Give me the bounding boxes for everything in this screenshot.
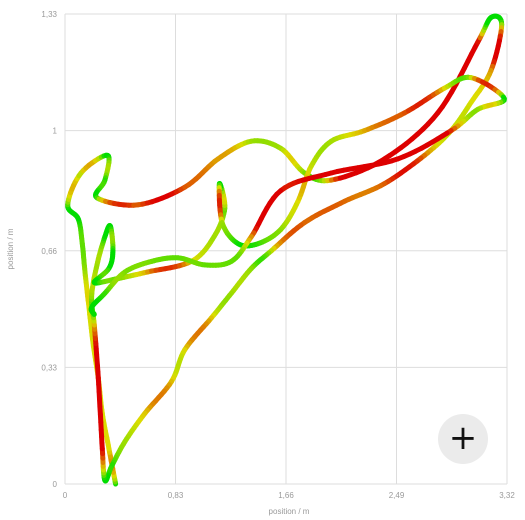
y-tick-label: 1 [53, 127, 58, 136]
y-axis-ticks: 0 0,33 0,66 1 1,33 [41, 10, 57, 489]
add-button[interactable]: + [438, 414, 488, 464]
x-tick-label: 2,49 [389, 491, 405, 500]
x-tick-label: 3,32 [499, 491, 515, 500]
x-tick-label: 0,83 [168, 491, 184, 500]
y-tick-label: 1,33 [41, 10, 57, 19]
y-axis-label: position / m [6, 228, 15, 269]
y-tick-label: 0 [53, 480, 58, 489]
trajectory [65, 13, 507, 487]
x-tick-label: 0 [63, 491, 68, 500]
x-axis-ticks: 0 0,83 1,66 2,49 3,32 [63, 491, 516, 500]
y-tick-label: 0,66 [41, 247, 57, 256]
x-axis-label: position / m [269, 507, 310, 516]
x-tick-label: 1,66 [278, 491, 294, 500]
plus-icon: + [448, 417, 478, 458]
grid [64, 13, 508, 485]
y-tick-label: 0,33 [41, 363, 57, 372]
